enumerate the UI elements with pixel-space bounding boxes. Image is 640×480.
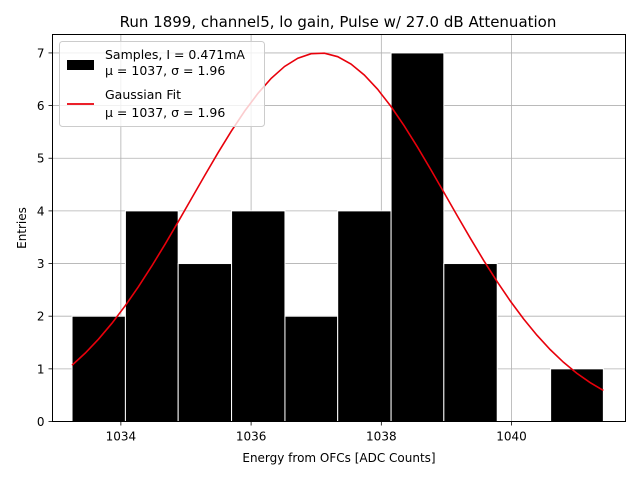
histogram-bar-1 — [124, 210, 179, 422]
histogram-bar-5 — [337, 210, 392, 422]
histogram-bar-4 — [284, 315, 339, 422]
y-axis-label: Entries — [15, 207, 29, 249]
legend-frame — [59, 41, 265, 127]
legend-swatch-samples — [67, 60, 94, 70]
x-tick-label: 1040 — [496, 430, 527, 444]
y-tick-label: 7 — [37, 46, 45, 60]
histogram-bar-7 — [443, 263, 498, 422]
y-tick-label: 0 — [37, 415, 45, 429]
histogram-bar-2 — [177, 263, 233, 422]
legend-label-samples: Samples, I = 0.471mA — [105, 47, 245, 62]
y-tick-label: 5 — [37, 152, 45, 166]
histogram-bars — [71, 52, 604, 423]
legend-stats-fit: μ = 1037, σ = 1.96 — [105, 105, 225, 120]
histogram-bar-3 — [231, 210, 286, 422]
x-axis-ticks: 1034 1036 1038 1040 — [106, 421, 527, 444]
histogram-bar-9 — [550, 368, 604, 422]
gaussian-fit-layer — [71, 52, 604, 392]
x-tick-label: 1034 — [106, 430, 137, 444]
x-axis-label: Energy from OFCs [ADC Counts] — [242, 451, 435, 465]
y-tick-label: 3 — [37, 257, 45, 271]
histogram-bar-0 — [71, 315, 126, 422]
x-tick-label: 1038 — [366, 430, 397, 444]
x-tick-label: 1036 — [236, 430, 267, 444]
legend-label-fit: Gaussian Fit — [105, 87, 181, 102]
y-tick-label: 4 — [37, 204, 45, 218]
y-tick-label: 1 — [37, 362, 45, 376]
chart-title: Run 1899, channel5, lo gain, Pulse w/ 27… — [120, 13, 557, 31]
plot-frame — [52, 34, 626, 422]
legend: Samples, I = 0.471mA μ = 1037, σ = 1.96 … — [59, 41, 265, 127]
y-axis-ticks: 0 1 2 3 4 5 6 7 — [37, 46, 53, 429]
y-tick-label: 2 — [37, 310, 45, 324]
gaussian-fit-curve — [71, 52, 604, 392]
legend-stats-samples: μ = 1037, σ = 1.96 — [105, 63, 225, 78]
histogram-bar-6 — [390, 52, 445, 423]
y-tick-label: 6 — [37, 99, 45, 113]
